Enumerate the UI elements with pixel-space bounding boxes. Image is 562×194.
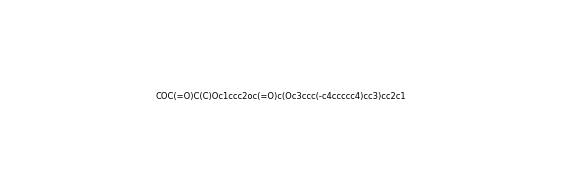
Text: COC(=O)C(C)Oc1ccc2oc(=O)c(Oc3ccc(-c4ccccc4)cc3)cc2c1: COC(=O)C(C)Oc1ccc2oc(=O)c(Oc3ccc(-c4cccc…: [156, 93, 406, 101]
